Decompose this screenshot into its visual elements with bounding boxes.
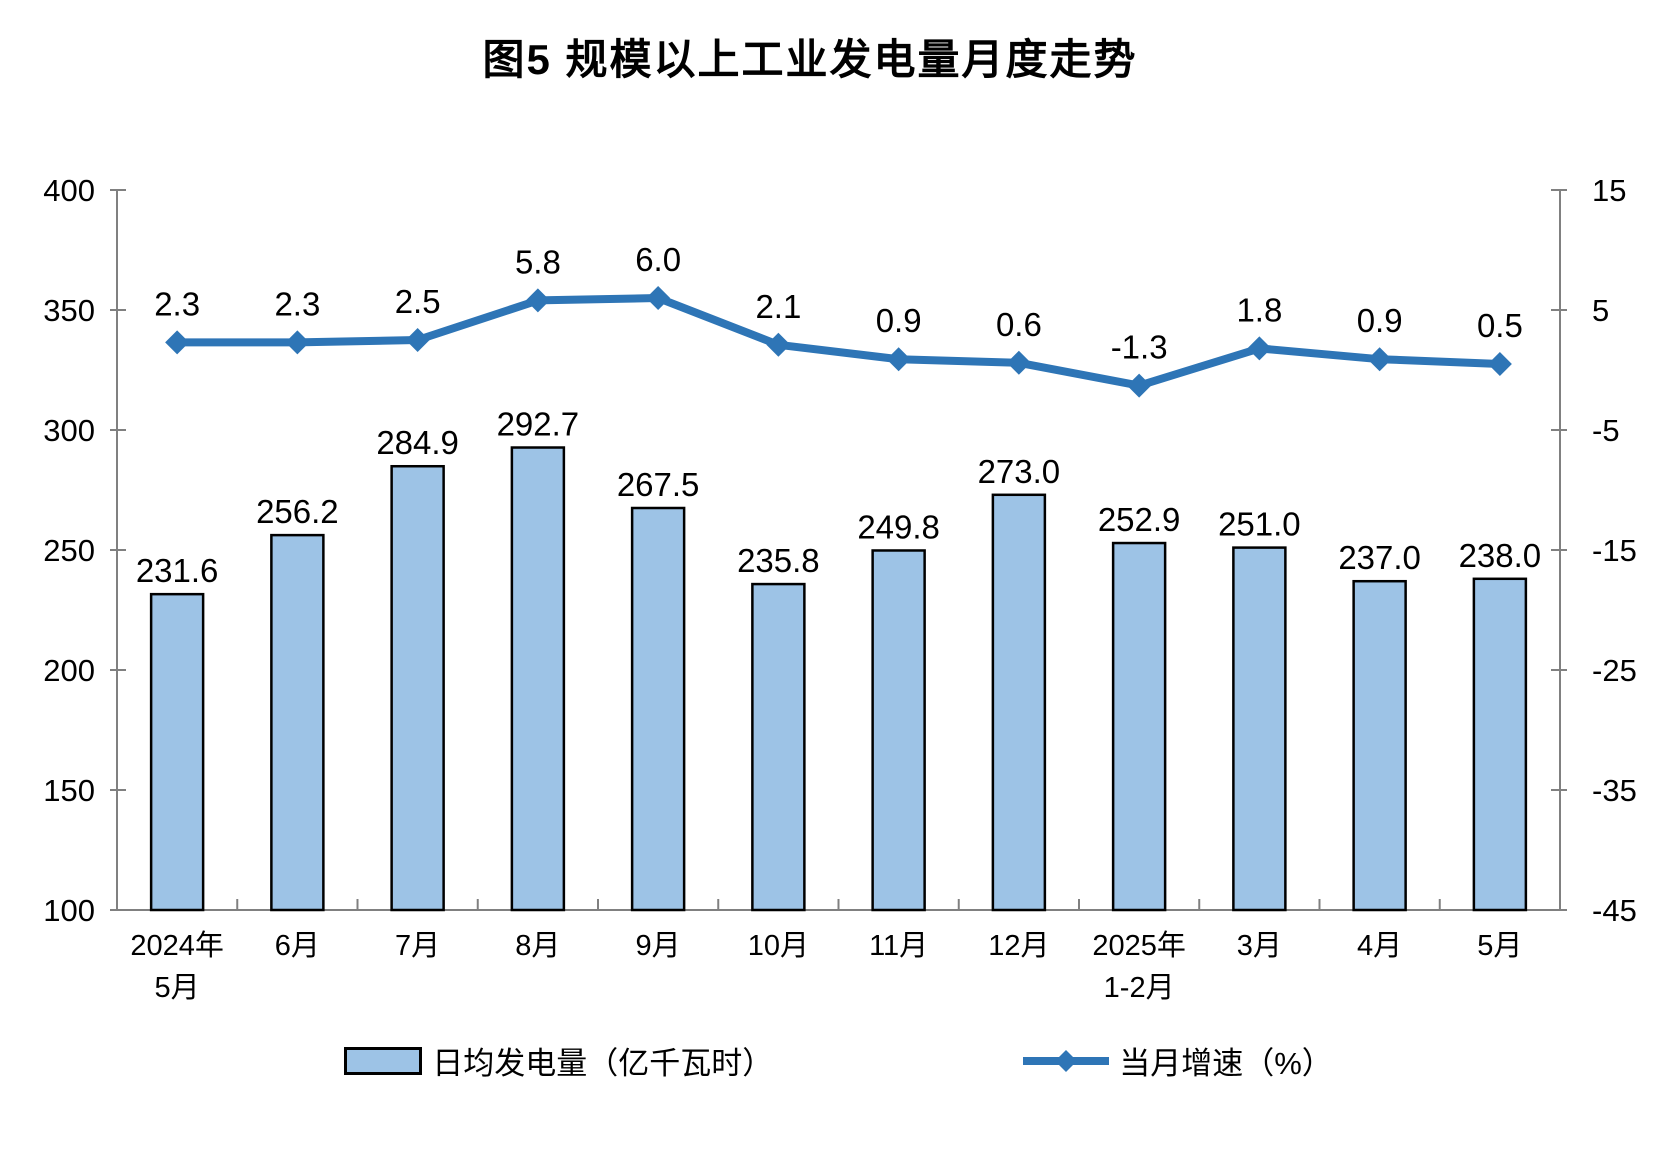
x-category-label: 5月	[1477, 930, 1522, 962]
line-marker	[886, 347, 911, 372]
bar-value-label: 252.9	[1098, 501, 1181, 538]
line-marker	[285, 330, 310, 355]
bar	[751, 582, 806, 912]
line-value-label: -1.3	[1111, 329, 1168, 366]
bar	[510, 446, 566, 912]
line-series-marker-icon	[1023, 1049, 1110, 1072]
bar	[871, 549, 926, 912]
line-value-label: 2.1	[755, 288, 801, 325]
line-value-label: 2.3	[154, 285, 200, 322]
bar-value-label: 231.6	[136, 552, 219, 589]
bar	[149, 592, 205, 912]
right-axis-tick-label: -25	[1592, 653, 1637, 688]
bar-value-label: 256.2	[256, 493, 339, 530]
left-axis-tick-label: 400	[43, 173, 95, 208]
left-axis-tick-label: 250	[43, 533, 95, 568]
bar	[270, 533, 325, 912]
line-value-label: 5.8	[515, 243, 561, 280]
x-category-label: 12月	[988, 930, 1049, 962]
line-value-label: 2.3	[274, 285, 320, 322]
legend-label-line: 当月增速（%）	[1119, 1046, 1333, 1081]
line-value-label: 0.6	[996, 306, 1042, 343]
left-axis-tick-label: 200	[43, 653, 95, 688]
bar-value-label: 267.5	[617, 466, 700, 503]
line-marker	[1367, 347, 1392, 372]
x-category-label: 2025年	[1092, 929, 1186, 962]
line-marker	[405, 328, 430, 352]
bar-value-label: 235.8	[737, 542, 820, 579]
line-marker	[1487, 352, 1512, 376]
bar	[1352, 579, 1407, 912]
legend: 日均发电量（亿千瓦时） 当月增速（%）	[117, 1038, 1560, 1083]
x-category-label: 9月	[636, 930, 681, 962]
legend-label-bars: 日均发电量（亿千瓦时）	[432, 1046, 774, 1081]
line-marker	[646, 286, 671, 310]
x-category-label: 1-2月	[1104, 972, 1175, 1004]
left-axis-tick-label: 150	[43, 773, 95, 808]
line-marker	[1127, 373, 1152, 398]
bar-series-swatch-icon	[344, 1046, 423, 1075]
bar-value-label: 237.0	[1338, 539, 1421, 576]
growth-line	[177, 294, 1501, 390]
bar	[991, 493, 1047, 912]
line-value-label: 2.5	[395, 283, 441, 320]
x-category-label: 4月	[1357, 930, 1402, 962]
x-category-label: 10月	[748, 930, 809, 962]
line-value-label: 1.8	[1236, 291, 1282, 328]
right-axis-tick-label: -45	[1592, 893, 1637, 928]
right-axis-tick-label: 15	[1592, 173, 1626, 208]
x-category-label: 5月	[155, 972, 200, 1004]
line-marker	[525, 288, 550, 313]
x-category-label: 11月	[869, 930, 928, 962]
legend-diamond-icon	[1055, 1049, 1078, 1072]
bar	[1111, 541, 1167, 912]
left-axis-tick-label: 350	[43, 293, 95, 328]
line-marker	[1006, 350, 1031, 375]
right-axis-tick-label: -15	[1592, 533, 1637, 568]
line-value-label: 0.9	[1357, 302, 1403, 339]
bar-value-label: 284.9	[376, 424, 459, 461]
right-axis-tick-label: -35	[1592, 773, 1637, 808]
bar	[390, 464, 445, 912]
legend-item-line: 当月增速（%）	[1023, 1038, 1333, 1083]
line-marker	[1247, 336, 1272, 361]
bar	[1232, 546, 1287, 912]
line-value-label: 6.0	[635, 241, 681, 278]
chart-title: 图5 规模以上工业发电量月度走势	[482, 36, 1138, 83]
x-category-label: 6月	[275, 930, 320, 962]
x-category-label: 8月	[515, 930, 560, 962]
x-category-label: 2024年	[130, 929, 224, 962]
bar-value-label: 273.0	[978, 453, 1061, 490]
bar-value-label: 238.0	[1459, 537, 1542, 574]
left-axis-tick-label: 100	[43, 893, 95, 928]
right-axis-tick-label: 5	[1592, 293, 1609, 328]
line-value-label: 0.5	[1477, 307, 1523, 344]
bar	[1472, 577, 1528, 912]
left-axis-tick-label: 300	[43, 413, 95, 448]
x-category-label: 3月	[1237, 930, 1282, 962]
bar	[630, 506, 686, 912]
line-value-label: 0.9	[876, 302, 922, 339]
legend-item-bars: 日均发电量（亿千瓦时）	[344, 1038, 773, 1083]
right-axis-tick-label: -5	[1592, 413, 1620, 448]
line-marker	[165, 330, 190, 355]
bar-value-label: 292.7	[497, 406, 580, 443]
bar-value-label: 249.8	[857, 508, 940, 545]
bar-value-label: 251.0	[1218, 506, 1301, 543]
line-marker	[766, 332, 791, 357]
x-category-label: 7月	[395, 930, 440, 962]
